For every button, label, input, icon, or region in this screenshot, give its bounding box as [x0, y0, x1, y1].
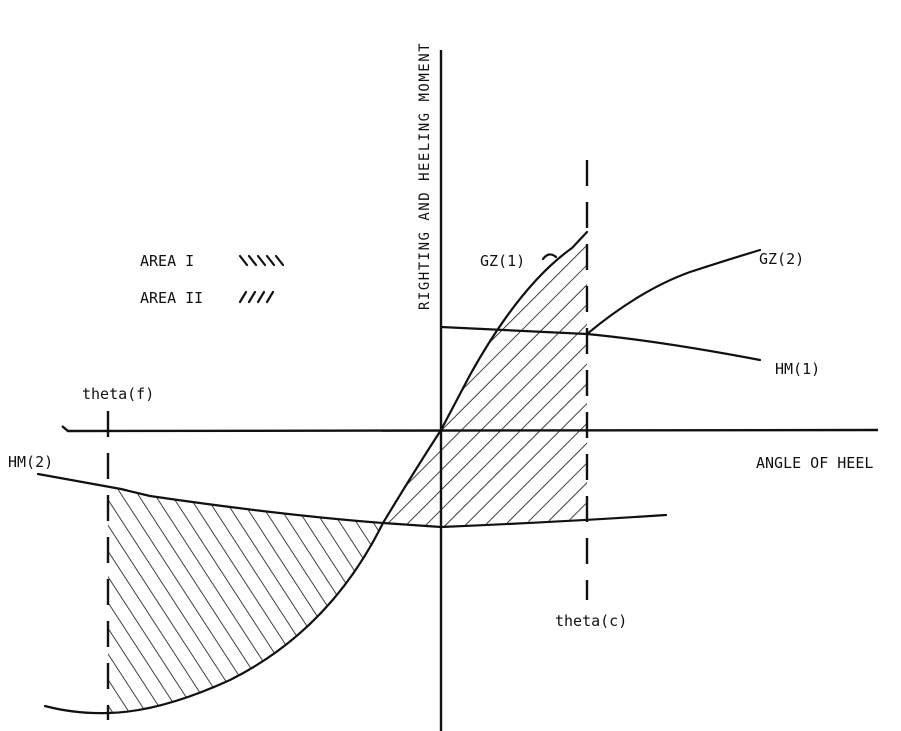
area-2-legend-marker — [238, 290, 275, 304]
area-1-region — [383, 238, 587, 527]
theta-c-label: theta(c) — [555, 612, 627, 630]
hm1-label: HM(1) — [775, 360, 820, 378]
gz1-curve — [43, 230, 589, 715]
gz2-curve — [585, 248, 762, 336]
y-axis-label: RIGHTING AND HEELING MOMENT — [417, 42, 433, 310]
area-2-legend-label: AREA II — [140, 289, 203, 307]
area-1-legend-label: AREA I — [140, 252, 194, 270]
hm2-label: HM(2) — [8, 453, 53, 471]
area-2-region — [108, 489, 383, 713]
gz1-label: GZ(1) — [480, 252, 525, 270]
hm2-curve — [36, 472, 668, 529]
gz2-label: GZ(2) — [759, 250, 804, 268]
x-axis-label: ANGLE OF HEEL — [756, 454, 873, 472]
gz1-label-hook — [541, 253, 558, 261]
area-1-legend-marker — [238, 254, 285, 267]
hm1-curve — [439, 325, 762, 362]
x-axis — [61, 425, 879, 433]
theta-f-label: theta(f) — [82, 385, 154, 403]
